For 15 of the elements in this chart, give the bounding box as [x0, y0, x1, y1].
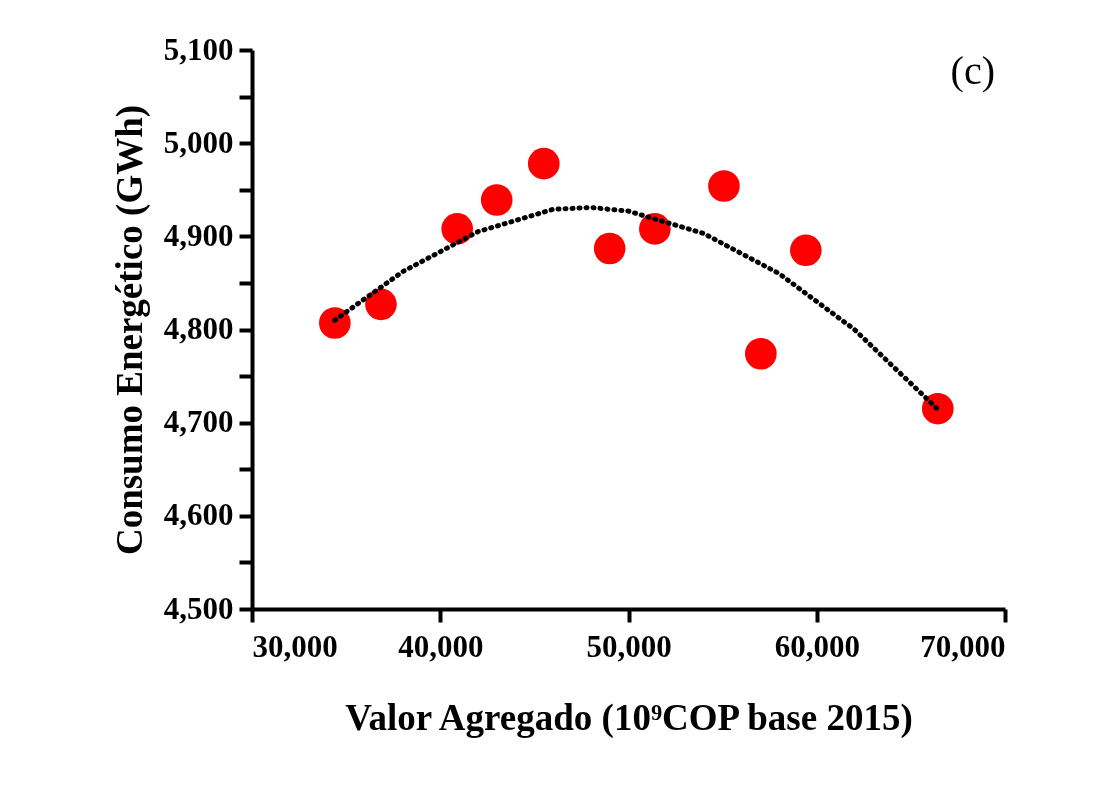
y-axis-title: Consumo Energético (GWh) [108, 104, 151, 556]
x-tick-label: 70,000 [920, 628, 1006, 664]
x-tick-label: 40,000 [398, 628, 484, 664]
y-tick-label: 4,900 [163, 217, 234, 253]
y-tick-label: 4,500 [163, 590, 234, 626]
x-tick-label: 60,000 [774, 628, 860, 664]
y-tick-label: 5,100 [163, 31, 234, 67]
y-tick-label: 4,700 [163, 404, 234, 440]
annotation: (c) [950, 48, 995, 93]
y-tick-label: 5,000 [163, 124, 234, 160]
y-tick-label: 4,800 [163, 311, 234, 346]
x-axis-title: Valor Agregado (10⁹COP base 2015) [345, 696, 913, 739]
y-tick-label: 4,600 [163, 497, 234, 533]
x-tick-label: 50,000 [586, 628, 672, 664]
x-tick-label: 30,000 [252, 628, 338, 664]
